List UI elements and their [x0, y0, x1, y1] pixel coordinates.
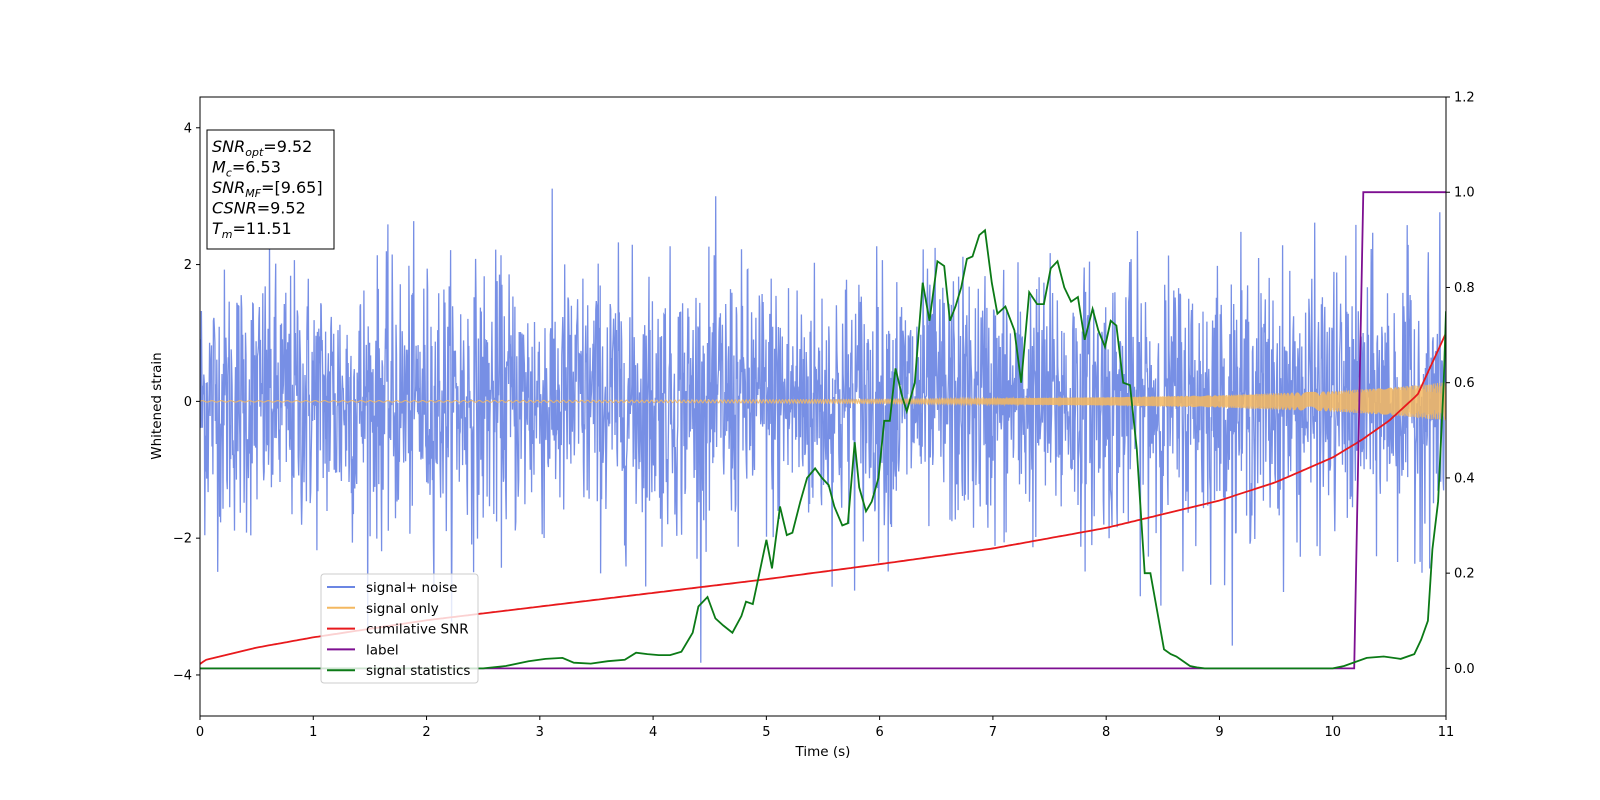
annotation-frame: [206, 129, 335, 250]
legend-entry-label: signal statistics: [366, 663, 470, 679]
x-tick-label: 3: [536, 725, 544, 740]
y-right-tick-label: 1.0: [1454, 186, 1475, 201]
annotation-line: CSNR=9.52: [212, 199, 306, 218]
x-tick-label: 9: [1215, 725, 1223, 740]
y-tick-label: 2: [184, 258, 192, 273]
x-tick-label: 6: [875, 725, 883, 740]
x-tick-label: 11: [1438, 725, 1455, 740]
series-signal-statistics-line: [200, 228, 1446, 670]
y-tick-label: −2: [173, 532, 192, 547]
annotation-line: Mc=6.53: [212, 158, 281, 180]
y-right-tick-label: 0.8: [1454, 281, 1475, 296]
series-signal-noise-line: [200, 188, 1446, 663]
x-tick-label: 4: [649, 725, 657, 740]
annotation-line: SNRopt=9.52: [212, 137, 312, 159]
x-tick-label: 10: [1324, 725, 1341, 740]
y-tick-label: −4: [173, 668, 192, 683]
legend-entry-label: label: [366, 642, 399, 658]
x-tick-label: 8: [1102, 725, 1110, 740]
series-label-line: [200, 191, 1446, 670]
x-tick-label: 1: [309, 725, 317, 740]
annotation-line: SNRMF=[9.65]: [212, 178, 323, 200]
annotation-line: Tm=11.51: [212, 219, 292, 241]
legend-entry-label: signal only: [366, 601, 439, 617]
x-tick-label: 2: [422, 725, 430, 740]
y-right-tick-label: 1.2: [1454, 91, 1475, 106]
legend-entry-label: signal+ noise: [366, 580, 457, 596]
y-axis-label: Whitened strain: [149, 352, 165, 459]
legend-entry-label: cumilative SNR: [366, 622, 469, 638]
y-tick-label: 0: [184, 395, 192, 410]
y-tick-label: 4: [184, 121, 192, 136]
y-right-tick-label: 0.2: [1454, 567, 1475, 582]
tick-layer: 0 1 2 3 4 5 6 7 8 9 10 11 −4 −2 0 2 4 0.0 0.2 0.4 0.6 0.8 1.0 1…: [173, 91, 1475, 741]
x-tick-label: 0: [196, 725, 204, 740]
legend-frame: [320, 573, 479, 684]
x-tick-label: 5: [762, 725, 770, 740]
y-right-tick-label: 0.0: [1454, 662, 1475, 677]
series-signal-only-line: [200, 382, 1446, 421]
y-right-tick-label: 0.4: [1454, 471, 1475, 486]
annotation-box: SNRopt=9.52Mc=6.53SNRMF=[9.65]CSNR=9.52T…: [206, 129, 335, 250]
y-right-tick-label: 0.6: [1454, 376, 1475, 391]
axes-frame: [199, 96, 1447, 717]
legend: signal+ noise signal only cumilative SNR la…: [320, 573, 479, 684]
x-tick-label: 7: [989, 725, 997, 740]
x-axis-label: Time (s): [795, 744, 851, 760]
